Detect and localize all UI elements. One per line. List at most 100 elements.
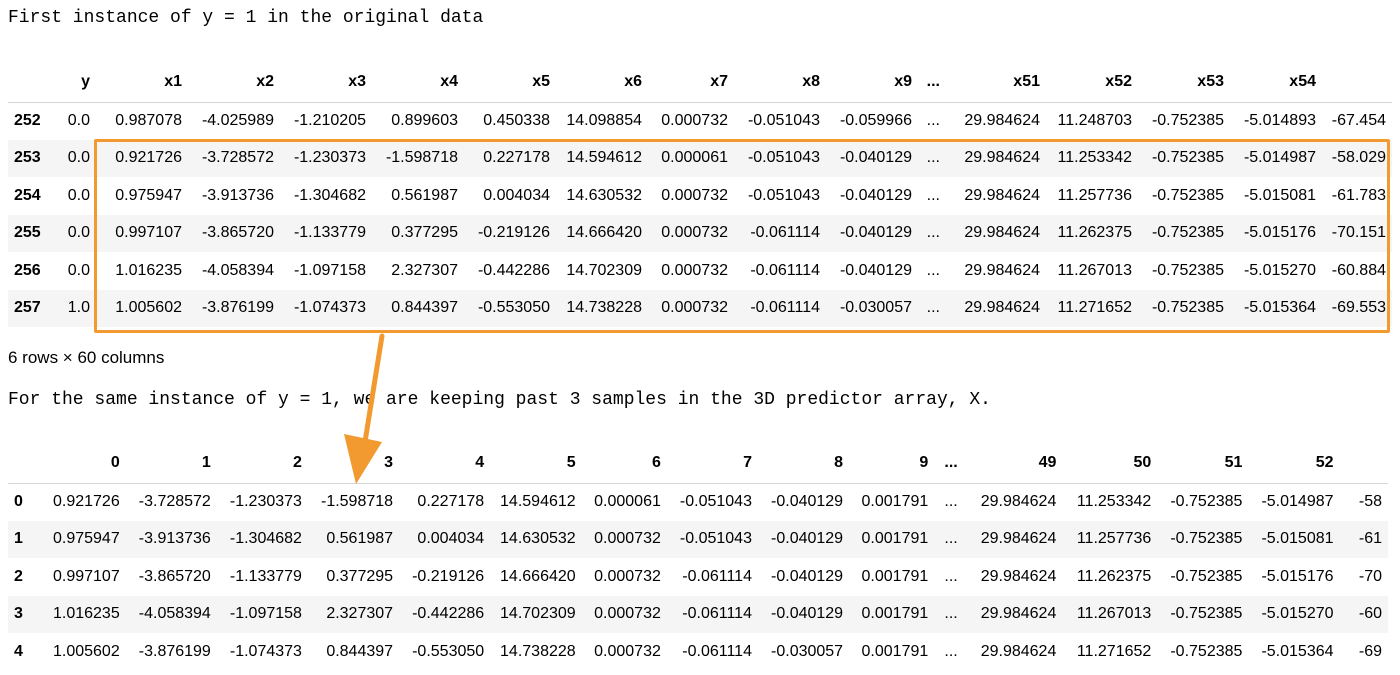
table-cell: -1.074373 <box>229 642 302 660</box>
table-cell: -0.051043 <box>679 530 752 548</box>
table-cell: 0.0 <box>67 112 90 129</box>
table-cell: 0.000732 <box>661 261 728 279</box>
column-header: 1 <box>201 453 211 471</box>
table-cell: 0.000732 <box>594 567 661 585</box>
table-cell: -1.097158 <box>293 261 366 279</box>
table-cell: -0.061114 <box>682 567 752 585</box>
column-header: x6 <box>624 72 642 90</box>
table-cell: -0.442286 <box>477 261 550 279</box>
table-cell: 0.000732 <box>661 299 728 317</box>
column-header: 4 <box>475 453 485 471</box>
column-header: x52 <box>1105 72 1132 90</box>
table-cell: 14.666420 <box>566 224 642 242</box>
table-cell: 0.004034 <box>483 186 550 204</box>
table-cell: 1.016235 <box>52 605 120 623</box>
shape-note: 6 rows × 60 columns <box>8 348 165 367</box>
table-cell: 0.844397 <box>326 642 394 660</box>
table-cell: -3.913736 <box>201 186 274 204</box>
table-cell: 0.561987 <box>326 530 394 548</box>
table-cell: -70 <box>1358 567 1382 585</box>
table-cell: -3.865720 <box>201 224 274 242</box>
column-header: 51 <box>1224 453 1243 471</box>
table-cell: -5.014893 <box>1243 112 1316 129</box>
table-cell: ... <box>926 149 940 167</box>
index-header <box>8 62 50 102</box>
table-cell: -0.040129 <box>839 149 912 167</box>
table-cell: 14.702309 <box>566 261 642 279</box>
table-cell: 0.000732 <box>661 186 728 204</box>
table-cell: 0.001791 <box>861 493 929 510</box>
table-cell: 29.984624 <box>964 112 1040 129</box>
row-index: 1 <box>14 530 23 548</box>
table-row: 253 0.0 0.921726 -3.728572 -1.230373 -1.59871… <box>8 139 1392 177</box>
table-cell: 0.975947 <box>115 186 182 204</box>
table-cell: -0.040129 <box>771 493 844 510</box>
table-cell: -0.061114 <box>682 605 752 623</box>
table-cell: ... <box>944 493 958 510</box>
table-cell: 0.0 <box>67 149 90 167</box>
table-cell: -0.040129 <box>771 605 844 623</box>
table-cell: -0.051043 <box>679 493 752 510</box>
column-header: 6 <box>651 453 661 471</box>
column-header: y <box>81 72 90 90</box>
column-header: x53 <box>1197 72 1224 90</box>
index-header <box>8 443 35 483</box>
table-row: 4 1.005602 -3.876199 -1.074373 0.844397 -0.55… <box>8 633 1388 671</box>
table-cell: 0.000732 <box>594 530 661 548</box>
table-cell: 11.253342 <box>1076 493 1152 510</box>
row-index: 2 <box>14 567 23 585</box>
table-row: 255 0.0 0.997107 -3.865720 -1.133779 0.377295… <box>8 214 1392 252</box>
column-header <box>1340 443 1388 483</box>
row-index: 252 <box>14 112 41 129</box>
column-header: 52 <box>1315 453 1334 471</box>
table-cell: 0.844397 <box>391 299 458 317</box>
table-cell: -1.133779 <box>229 567 302 585</box>
table-cell: ... <box>926 224 940 242</box>
heading-original-data: First instance of y = 1 in the original … <box>8 8 484 28</box>
table-cell: -67.454 <box>1331 112 1386 129</box>
column-header: 49 <box>1038 453 1057 471</box>
table-cell: -1.304682 <box>229 530 302 548</box>
table-row: 2 0.997107 -3.865720 -1.133779 0.377295 -0.21… <box>8 558 1388 596</box>
table-cell: -5.015081 <box>1261 530 1334 548</box>
table-cell: -5.015081 <box>1243 186 1316 204</box>
table-cell: 11.271652 <box>1057 299 1132 317</box>
table-cell: 1.0 <box>67 299 90 317</box>
table-cell: ... <box>944 567 958 585</box>
table-cell: 0.000732 <box>594 605 661 623</box>
table-cell: -5.015364 <box>1261 642 1334 660</box>
column-header: x51 <box>1013 72 1040 90</box>
table-cell: -0.752385 <box>1170 605 1243 623</box>
table-cell: 0.987078 <box>115 112 182 129</box>
table-cell: 29.984624 <box>980 605 1057 623</box>
column-header: x9 <box>894 72 912 90</box>
table-cell: -4.058394 <box>138 605 211 623</box>
table-cell: -0.059966 <box>839 112 912 129</box>
table-cell: ... <box>944 530 958 548</box>
table-cell: 29.984624 <box>964 149 1040 167</box>
table-cell: -0.219126 <box>477 224 550 242</box>
row-index: 255 <box>14 224 41 242</box>
column-header: 2 <box>293 453 302 471</box>
table-cell: -69 <box>1358 642 1382 660</box>
table-cell: ... <box>926 299 940 317</box>
table-cell: -1.074373 <box>293 299 366 317</box>
table-cell: -58 <box>1358 493 1382 510</box>
table-cell: 14.738228 <box>566 299 642 317</box>
row-index: 254 <box>14 186 41 204</box>
dataframe-original: y x1 x2 x3 x4 x5 x6 x7 x8 x9... x51 x52 x53 x54 252 0.… <box>8 62 1400 327</box>
column-header: x7 <box>710 72 728 90</box>
table-cell: 0.001791 <box>861 642 929 660</box>
table-cell: 14.666420 <box>500 567 576 585</box>
table-cell: 0.921726 <box>115 149 182 167</box>
table-cell: 0.000732 <box>661 224 728 242</box>
table-cell: -0.061114 <box>750 224 820 242</box>
table-cell: -4.058394 <box>201 261 274 279</box>
table-cell: -1.097158 <box>229 605 302 623</box>
table-cell: -3.865720 <box>138 567 211 585</box>
table-cell: 29.984624 <box>980 530 1057 548</box>
table-cell: -0.061114 <box>682 642 752 660</box>
table-cell: 14.098854 <box>566 112 642 129</box>
table-cell: 29.984624 <box>980 642 1057 660</box>
table-cell: -5.015270 <box>1261 605 1334 623</box>
